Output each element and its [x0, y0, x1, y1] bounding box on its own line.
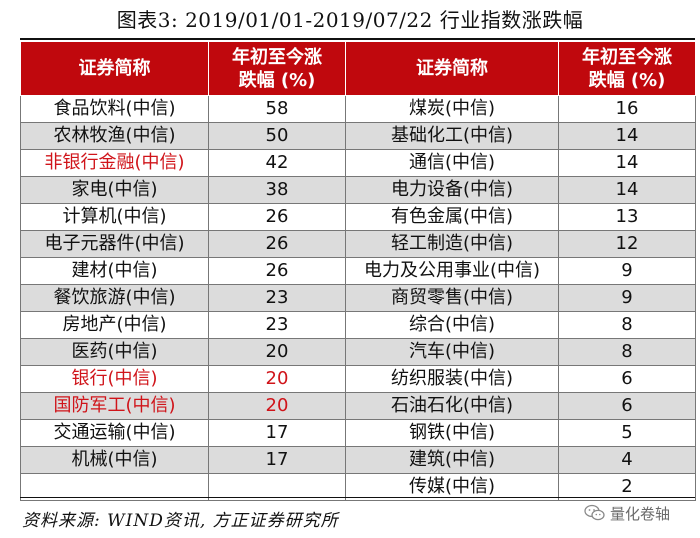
table-row: 传媒(中信) 2	[20, 473, 696, 501]
figure-title: 图表3: 2019/01/01-2019/07/22 行业指数涨跌幅	[116, 8, 584, 32]
right-name-cell: 轻工制造(中信)	[345, 230, 559, 258]
left-value-cell: 38	[208, 176, 346, 204]
right-value-cell: 13	[558, 203, 696, 231]
right-name-cell: 建筑(中信)	[345, 446, 559, 474]
left-value-cell: 20	[208, 392, 346, 420]
header-name-left: 证券简称	[20, 41, 209, 96]
right-value-cell: 9	[558, 257, 696, 285]
source-note: 资料来源: WIND资讯, 方正证券研究所	[22, 511, 339, 531]
right-value-cell: 4	[558, 446, 696, 474]
left-value-cell: 26	[208, 203, 346, 231]
right-name-cell: 电力及公用事业(中信)	[345, 257, 559, 285]
left-value-cell: 58	[208, 95, 346, 123]
bottom-rule	[20, 497, 695, 498]
right-name-cell: 传媒(中信)	[345, 473, 559, 501]
left-name-cell: 农林牧渔(中信)	[20, 122, 209, 150]
right-value-cell: 6	[558, 365, 696, 393]
right-name-cell: 商贸零售(中信)	[345, 284, 559, 312]
left-name-cell: 银行(中信)	[20, 365, 209, 393]
left-value-cell: 17	[208, 446, 346, 474]
left-value-cell	[208, 473, 346, 501]
wechat-icon	[584, 504, 605, 521]
left-name-cell: 食品饮料(中信)	[20, 95, 209, 123]
right-name-cell: 有色金属(中信)	[345, 203, 559, 231]
header-value-line2: 跌幅 (%)	[588, 69, 666, 91]
left-name-cell: 医药(中信)	[20, 338, 209, 366]
right-value-cell: 5	[558, 419, 696, 447]
right-name-cell: 石油石化(中信)	[345, 392, 559, 420]
right-name-cell: 通信(中信)	[345, 149, 559, 177]
top-rule	[20, 38, 695, 40]
right-name-cell: 综合(中信)	[345, 311, 559, 339]
header-value-line1: 年初至今涨	[582, 46, 672, 68]
right-value-cell: 16	[558, 95, 696, 123]
watermark-text: 量化卷轴	[610, 504, 671, 523]
left-name-cell: 电子元器件(中信)	[20, 230, 209, 258]
left-value-cell: 20	[208, 338, 346, 366]
left-name-cell: 房地产(中信)	[20, 311, 209, 339]
right-value-cell: 14	[558, 176, 696, 204]
header-value-right: 年初至今涨 跌幅 (%)	[558, 41, 696, 96]
right-name-cell: 纺织服装(中信)	[345, 365, 559, 393]
right-name-cell: 煤炭(中信)	[345, 95, 559, 123]
right-value-cell: 9	[558, 284, 696, 312]
right-name-cell: 基础化工(中信)	[345, 122, 559, 150]
left-value-cell: 26	[208, 257, 346, 285]
right-value-cell: 14	[558, 149, 696, 177]
left-name-cell: 国防军工(中信)	[20, 392, 209, 420]
left-value-cell: 23	[208, 311, 346, 339]
left-value-cell: 20	[208, 365, 346, 393]
left-value-cell: 17	[208, 419, 346, 447]
table-row: 家电(中信) 38 电力设备(中信) 14	[20, 176, 696, 204]
right-value-cell: 8	[558, 338, 696, 366]
right-value-cell: 14	[558, 122, 696, 150]
left-value-cell: 23	[208, 284, 346, 312]
watermark: 量化卷轴	[584, 500, 670, 526]
right-value-cell: 8	[558, 311, 696, 339]
left-value-cell: 50	[208, 122, 346, 150]
left-name-cell: 餐饮旅游(中信)	[20, 284, 209, 312]
header-value-line2: 跌幅 (%)	[238, 69, 316, 91]
header-value-left: 年初至今涨 跌幅 (%)	[208, 41, 346, 96]
left-name-cell: 计算机(中信)	[20, 203, 209, 231]
table-row: 计算机(中信) 26 有色金属(中信) 13	[20, 203, 696, 231]
left-name-cell	[20, 473, 209, 501]
table-row: 食品饮料(中信) 58 煤炭(中信) 16	[20, 95, 696, 123]
left-value-cell: 42	[208, 149, 346, 177]
table-row: 建材(中信) 26 电力及公用事业(中信) 9	[20, 257, 696, 285]
right-name-cell: 电力设备(中信)	[345, 176, 559, 204]
table-row: 餐饮旅游(中信) 23 商贸零售(中信) 9	[20, 284, 696, 312]
table-row: 交通运输(中信) 17 钢铁(中信) 5	[20, 419, 696, 447]
right-value-cell: 6	[558, 392, 696, 420]
right-name-cell: 汽车(中信)	[345, 338, 559, 366]
left-name-cell: 家电(中信)	[20, 176, 209, 204]
left-value-cell: 26	[208, 230, 346, 258]
header-name-right: 证券简称	[345, 41, 559, 96]
left-name-cell: 交通运输(中信)	[20, 419, 209, 447]
left-name-cell: 机械(中信)	[20, 446, 209, 474]
industry-index-table: 证券简称 年初至今涨 跌幅 (%) 证券简称 年初至今涨 跌幅 (%) 食品饮料…	[20, 41, 696, 501]
table-row: 银行(中信) 20 纺织服装(中信) 6	[20, 365, 696, 393]
header-value-line1: 年初至今涨	[232, 46, 322, 68]
table-row: 房地产(中信) 23 综合(中信) 8	[20, 311, 696, 339]
table-row: 农林牧渔(中信) 50 基础化工(中信) 14	[20, 122, 696, 150]
right-value-cell: 2	[558, 473, 696, 501]
right-value-cell: 12	[558, 230, 696, 258]
table-header-row: 证券简称 年初至今涨 跌幅 (%) 证券简称 年初至今涨 跌幅 (%)	[20, 41, 696, 96]
left-name-cell: 非银行金融(中信)	[20, 149, 209, 177]
table-row: 非银行金融(中信) 42 通信(中信) 14	[20, 149, 696, 177]
table-row: 机械(中信) 17 建筑(中信) 4	[20, 446, 696, 474]
table-row: 国防军工(中信) 20 石油石化(中信) 6	[20, 392, 696, 420]
table-row: 电子元器件(中信) 26 轻工制造(中信) 12	[20, 230, 696, 258]
right-name-cell: 钢铁(中信)	[345, 419, 559, 447]
left-name-cell: 建材(中信)	[20, 257, 209, 285]
table-row: 医药(中信) 20 汽车(中信) 8	[20, 338, 696, 366]
